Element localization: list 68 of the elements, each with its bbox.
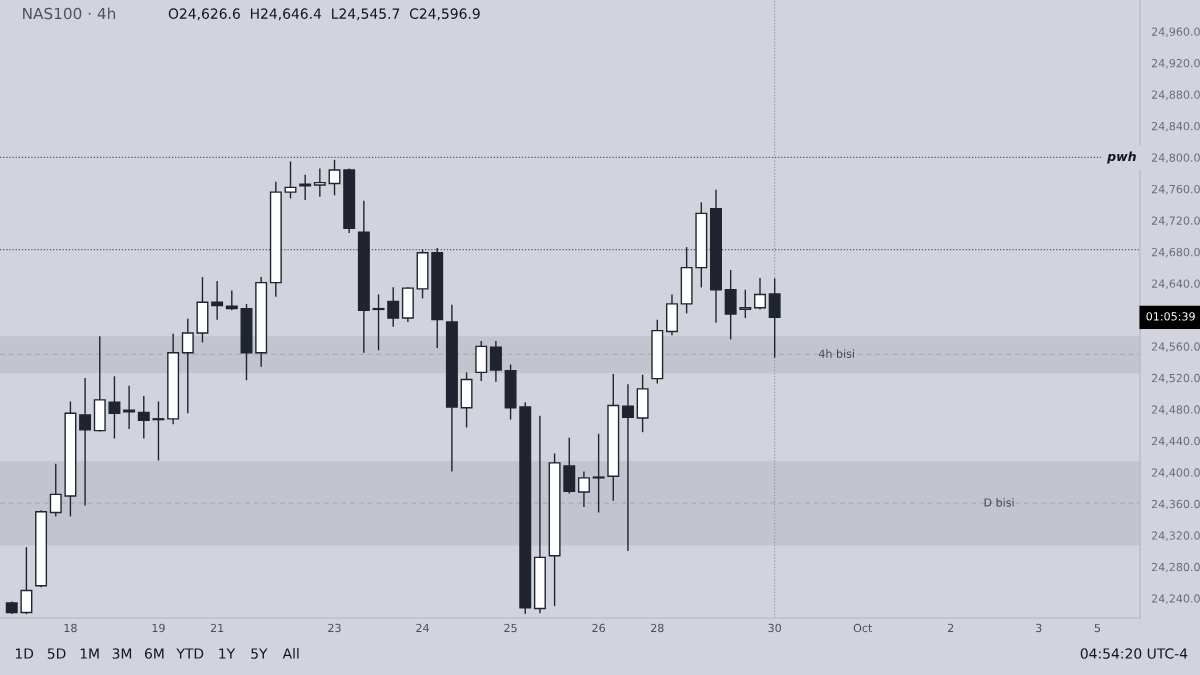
y-tick-label: 24,720.0 xyxy=(1151,216,1200,226)
x-tick-label: 21 xyxy=(210,623,224,632)
x-tick-label: 2 xyxy=(948,623,954,632)
y-tick-label: 24,520.0 xyxy=(1151,373,1200,384)
x-tick-label: 30 xyxy=(768,623,781,633)
candlestick xyxy=(489,340,502,383)
candlestick xyxy=(123,385,136,430)
y-tick-label: 24,800.0 xyxy=(1151,153,1200,163)
x-tick-label: Oct xyxy=(853,623,873,633)
text: 5Y xyxy=(251,648,268,659)
text: 1Y xyxy=(219,648,236,659)
candlestick xyxy=(739,289,752,319)
y-tick-label: 24,840.0 xyxy=(1151,121,1200,132)
text: O24,626.6 H24,646.4 L24,545.7 C24,596.9 xyxy=(168,8,480,21)
candlestick xyxy=(768,277,781,359)
x-tick-label: 24 xyxy=(416,623,429,632)
candlestick xyxy=(387,286,400,328)
text: 01:05:39 xyxy=(1146,312,1195,321)
y-tick-label: 24,280.0 xyxy=(1151,562,1200,573)
ref-line-label: pwh xyxy=(1107,151,1136,164)
candlestick xyxy=(592,433,605,514)
x-tick-label: 18 xyxy=(64,623,77,633)
x-tick-label: 3 xyxy=(1036,623,1042,633)
text: All xyxy=(282,648,299,659)
y-tick-label: 24,960.0 xyxy=(1151,27,1200,37)
candlestick xyxy=(49,463,62,518)
text: 5D xyxy=(47,648,66,659)
x-tick-label: 26 xyxy=(592,623,605,633)
y-tick-label: 24,680.0 xyxy=(1151,247,1200,258)
candlestick xyxy=(328,159,341,196)
candlestick xyxy=(137,395,150,440)
y-tick-label: 24,360.0 xyxy=(1151,499,1200,510)
candlestick xyxy=(20,546,33,615)
y-tick-label: 24,640.0 xyxy=(1151,279,1200,289)
y-tick-label: 24,320.0 xyxy=(1151,531,1200,541)
text: 1D xyxy=(15,648,34,659)
chart-title: NAS100 · 4h xyxy=(23,7,116,20)
candlestick xyxy=(284,160,297,200)
candlestick xyxy=(181,318,194,415)
text: 1M xyxy=(80,648,99,659)
y-tick-label: 24,440.0 xyxy=(1151,436,1200,447)
x-tick-label: 23 xyxy=(328,623,341,633)
candlestick xyxy=(313,167,326,198)
candlestick xyxy=(108,375,121,440)
candlestick xyxy=(372,293,385,352)
y-tick-label: 24,400.0 xyxy=(1151,468,1200,478)
candlestick xyxy=(754,277,766,311)
band-label: 4h bisi xyxy=(818,349,854,358)
candlestick xyxy=(621,383,634,552)
text: YTD xyxy=(176,648,204,659)
y-tick-label: 24,880.0 xyxy=(1151,90,1200,100)
text: 3M xyxy=(112,648,132,659)
text: 04:54:20 UTC-4 xyxy=(1080,648,1188,659)
x-tick-label: 25 xyxy=(504,623,517,633)
x-tick-label: 5 xyxy=(1094,623,1101,633)
y-tick-label: 24,920.0 xyxy=(1151,58,1200,69)
candlestick xyxy=(211,280,224,321)
candlestick xyxy=(152,400,165,462)
text: 6M xyxy=(144,648,164,659)
y-tick-label: 24,560.0 xyxy=(1151,342,1200,352)
band-label: D bisi xyxy=(984,498,1014,507)
y-tick-label: 24,760.0 xyxy=(1151,184,1200,195)
x-tick-label: 19 xyxy=(152,623,165,633)
x-tick-label: 28 xyxy=(651,623,664,633)
candlestick xyxy=(577,470,590,508)
candlestick xyxy=(79,377,92,507)
y-tick-label: 24,240.0 xyxy=(1151,594,1200,604)
y-tick-label: 24,480.0 xyxy=(1151,405,1200,415)
